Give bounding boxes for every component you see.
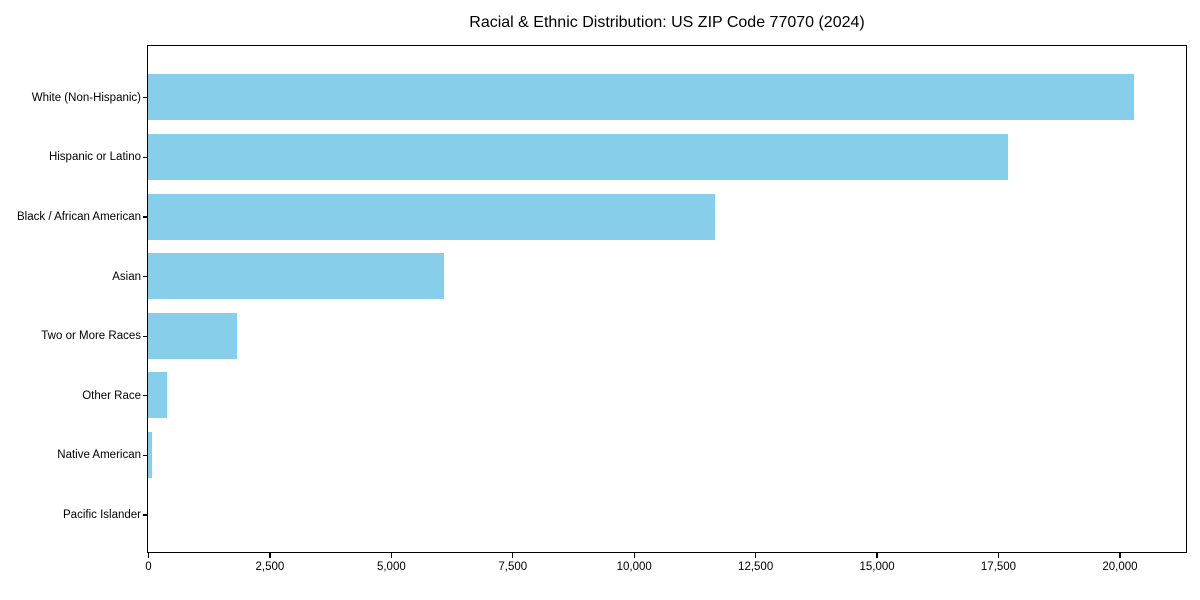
y-tick-mark (142, 97, 147, 99)
bar-asian (148, 253, 445, 300)
x-tick-label: 15,000 (859, 560, 895, 573)
x-tick-mark (754, 553, 757, 558)
bar-white-non-hispanic (148, 74, 1134, 121)
y-tick-label: Native American (57, 449, 141, 462)
y-tick-mark (142, 156, 147, 159)
y-tick-mark (142, 454, 147, 457)
y-tick-label: Asian (112, 270, 141, 283)
x-tick-label: 12,500 (738, 560, 774, 573)
y-tick-label: Other Race (82, 389, 141, 402)
x-tick-mark (269, 553, 271, 558)
y-tick-mark (142, 335, 147, 337)
bar-other-race (148, 372, 168, 419)
x-tick-mark (512, 553, 514, 558)
y-tick-mark (142, 275, 147, 278)
y-tick-label: Pacific Islander (63, 509, 141, 521)
bar-two-or-more-races (148, 312, 238, 359)
x-tick-mark (390, 553, 392, 558)
chart-title: Racial & Ethnic Distribution: US ZIP Cod… (469, 14, 865, 31)
x-tick-mark (876, 553, 878, 558)
bar-black-african-american (148, 193, 715, 240)
y-tick-mark (142, 395, 147, 397)
x-tick-mark (1119, 553, 1121, 558)
x-tick-label: 0 (145, 560, 152, 573)
x-tick-mark (147, 553, 150, 558)
x-tick-mark (997, 553, 1000, 558)
y-tick-label: Hispanic or Latino (48, 151, 141, 164)
bar-native-american (148, 431, 152, 478)
x-tick-label: 20,000 (1102, 560, 1138, 573)
x-tick-mark (633, 553, 635, 558)
y-tick-label: Black / African American (17, 211, 141, 223)
x-tick-label: 10,000 (616, 560, 652, 573)
bar-hispanic-or-latino (148, 133, 1008, 180)
x-tick-label: 5,000 (376, 560, 406, 573)
x-tick-label: 7,500 (498, 560, 528, 573)
x-tick-label: 2,500 (255, 560, 285, 573)
y-tick-label: White (Non-Hispanic) (31, 91, 141, 104)
plot-area (147, 45, 1187, 553)
x-tick-label: 17,500 (980, 560, 1017, 573)
y-tick-label: Two or More Races (41, 330, 141, 343)
y-tick-mark (142, 216, 147, 218)
y-tick-mark (142, 514, 147, 516)
